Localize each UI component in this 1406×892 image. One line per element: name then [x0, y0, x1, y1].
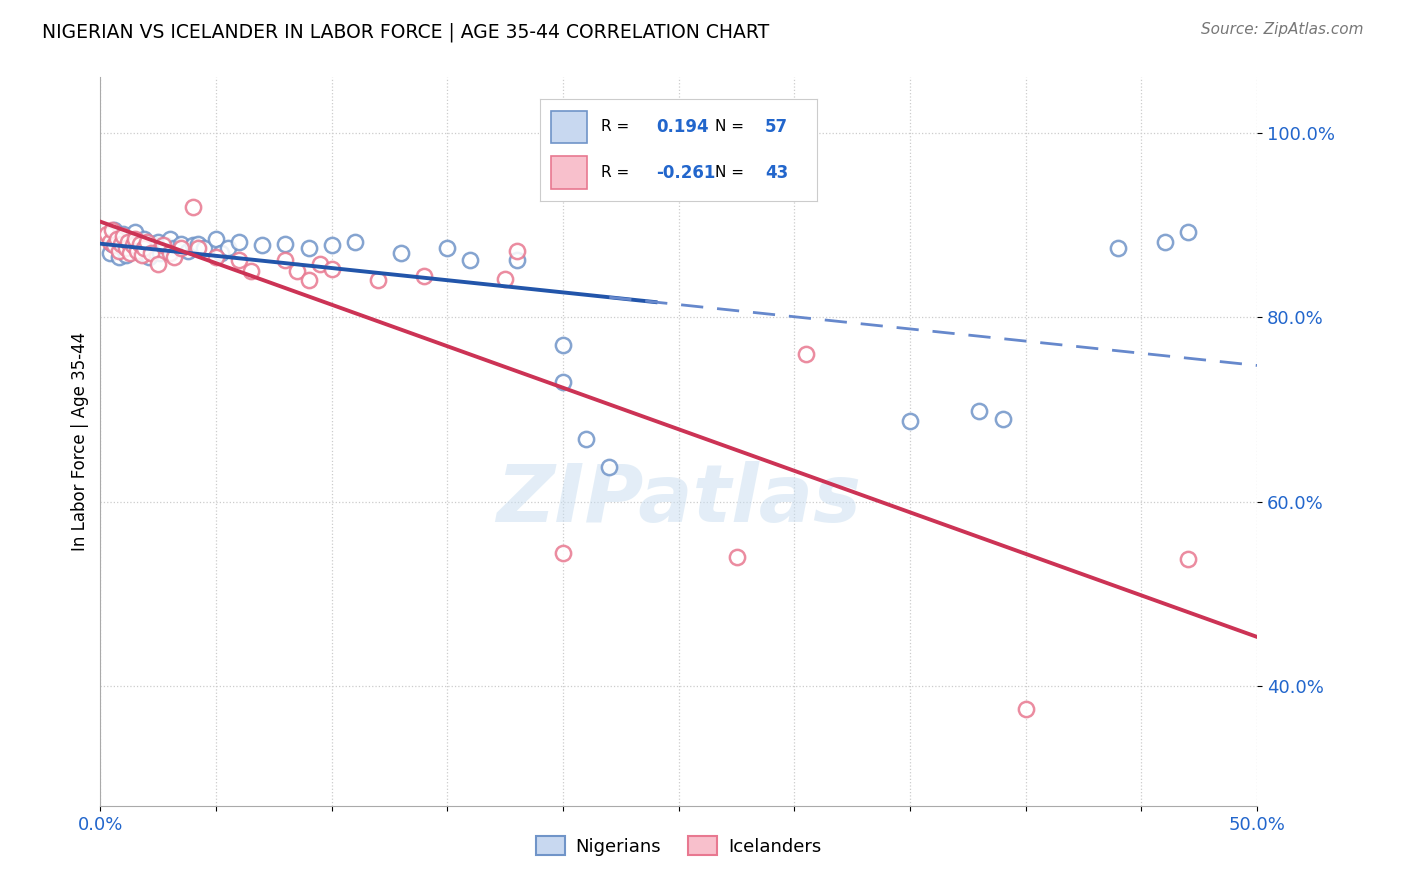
Y-axis label: In Labor Force | Age 35-44: In Labor Force | Age 35-44 [72, 333, 89, 551]
Text: NIGERIAN VS ICELANDER IN LABOR FORCE | AGE 35-44 CORRELATION CHART: NIGERIAN VS ICELANDER IN LABOR FORCE | A… [42, 22, 769, 42]
Legend: Nigerians, Icelanders: Nigerians, Icelanders [529, 830, 828, 863]
Text: ZIPatlas: ZIPatlas [496, 461, 862, 540]
Text: Source: ZipAtlas.com: Source: ZipAtlas.com [1201, 22, 1364, 37]
